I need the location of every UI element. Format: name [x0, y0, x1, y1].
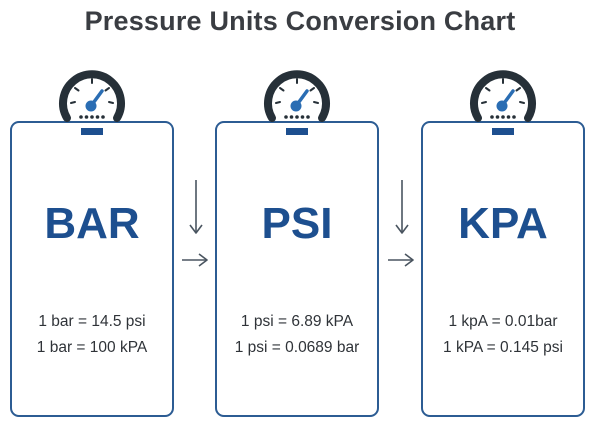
- conversion-line: 1 bar = 14.5 psi: [38, 313, 146, 330]
- pressure-gauge-icon: [470, 70, 536, 135]
- card-kpa: KPA 1 kpA = 0.01bar 1 kPA = 0.145 psi: [421, 121, 585, 417]
- conversion-line: 1 kPA = 0.145 psi: [443, 339, 563, 356]
- pressure-gauge-icon: [264, 70, 330, 135]
- arrow-right-icon: [182, 253, 208, 267]
- conversion-line: 1 psi = 0.0689 bar: [234, 339, 360, 356]
- card-psi: PSI 1 psi = 6.89 kPA 1 psi = 0.0689 bar: [215, 121, 379, 417]
- pressure-gauge-icon: [59, 70, 125, 135]
- unit-label-kpa: KPA: [458, 199, 548, 248]
- arrow-right-icon: [388, 253, 414, 267]
- conversion-line: 1 kpA = 0.01bar: [448, 313, 558, 330]
- conversion-line: 1 psi = 6.89 kPA: [240, 313, 354, 330]
- card-bar: BAR 1 bar = 14.5 psi 1 bar = 100 kPA: [10, 121, 174, 417]
- unit-label-bar: BAR: [44, 199, 140, 248]
- arrow-down-icon: [395, 180, 409, 234]
- conversion-line: 1 bar = 100 kPA: [36, 339, 148, 356]
- unit-label-psi: PSI: [261, 199, 333, 248]
- chart-title: Pressure Units Conversion Chart: [84, 6, 516, 36]
- arrow-down-icon: [189, 180, 203, 234]
